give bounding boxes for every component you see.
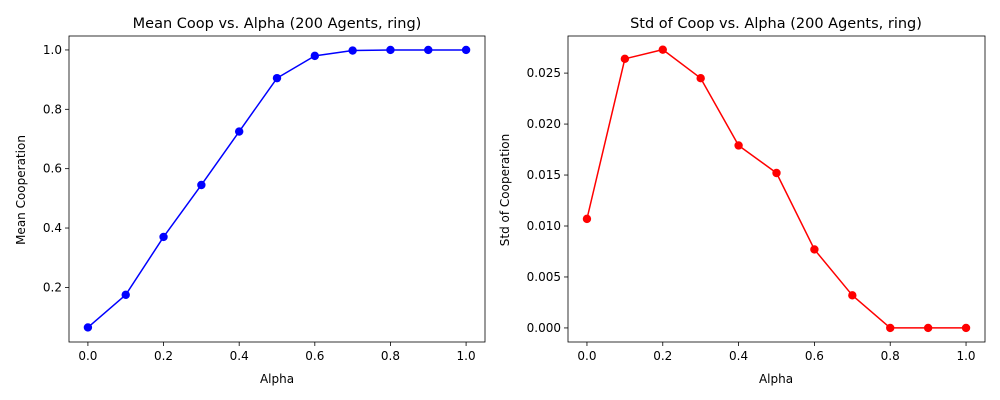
x-axis-label: Alpha — [759, 372, 793, 386]
plot-area: 0.0 0.2 0.4 0.6 0.8 1.0 0.000 0.005 0.010 0.015 0.… — [527, 35, 986, 363]
data-point — [159, 232, 168, 242]
chart-title: Std of Coop vs. Alpha (200 Agents, ring) — [630, 16, 922, 32]
x-tick-label: 0.6 — [305, 349, 324, 363]
x-tick-label: 0.0 — [577, 349, 596, 363]
chart-title: Mean Coop vs. Alpha (200 Agents, ring) — [133, 16, 422, 32]
data-point — [848, 291, 857, 300]
y-tick-label: 0.6 — [43, 162, 62, 176]
y-tick-label: 0.4 — [43, 221, 62, 235]
y-tick-label: 0.000 — [527, 321, 561, 335]
x-tick-label: 0.8 — [381, 349, 400, 363]
data-point — [886, 323, 895, 333]
y-axis-label: Std of Cooperation — [498, 134, 512, 246]
y-tick-label: 0.005 — [527, 270, 561, 284]
y-tick-label: 0.010 — [527, 219, 561, 233]
data-point — [734, 141, 743, 150]
y-tick-label: 0.020 — [527, 117, 561, 131]
data-point — [348, 46, 357, 55]
data-point — [197, 180, 206, 190]
x-tick-label: 0.4 — [729, 349, 748, 363]
x-tick-label: 0.8 — [881, 349, 900, 363]
data-point — [83, 323, 93, 332]
mean-cooperation-chart: Mean Coop vs. Alpha (200 Agents, ring) 0… — [14, 16, 486, 386]
x-tick-label: 1.0 — [457, 349, 476, 363]
y-tick-label: 1.0 — [43, 43, 62, 57]
y-tick-label: 0.2 — [43, 280, 62, 294]
data-point — [582, 214, 592, 224]
data-point — [772, 168, 781, 178]
axes-frame — [567, 35, 986, 343]
axes-frame — [68, 35, 486, 343]
x-tick-label: 0.0 — [78, 349, 97, 363]
data-point — [424, 45, 433, 55]
data-point — [923, 323, 933, 333]
data-point — [310, 51, 320, 61]
x-tick-label: 0.4 — [230, 349, 249, 363]
data-point — [658, 45, 667, 54]
data-point — [121, 290, 130, 300]
data-point — [961, 323, 971, 333]
x-tick-label: 1.0 — [956, 349, 975, 363]
x-tick-label: 0.2 — [154, 349, 173, 363]
x-tick-label: 0.2 — [653, 349, 672, 363]
y-tick-label: 0.015 — [527, 168, 561, 182]
y-tick-label: 0.8 — [43, 102, 62, 116]
y-tick-label: 0.025 — [527, 66, 561, 80]
data-point — [620, 54, 630, 64]
data-point — [810, 245, 819, 254]
x-axis-label: Alpha — [260, 372, 294, 386]
data-point — [696, 73, 705, 83]
std-cooperation-chart: Std of Coop vs. Alpha (200 Agents, ring)… — [498, 16, 986, 386]
x-tick-label: 0.6 — [805, 349, 824, 363]
data-point — [272, 73, 282, 83]
data-point — [461, 45, 471, 55]
plot-area: 0.0 0.2 0.4 0.6 0.8 1.0 0.2 0.4 0.6 0.8 1.0 — [43, 35, 486, 363]
y-axis-label: Mean Cooperation — [14, 135, 28, 245]
data-point — [234, 127, 244, 136]
data-point — [386, 45, 395, 55]
